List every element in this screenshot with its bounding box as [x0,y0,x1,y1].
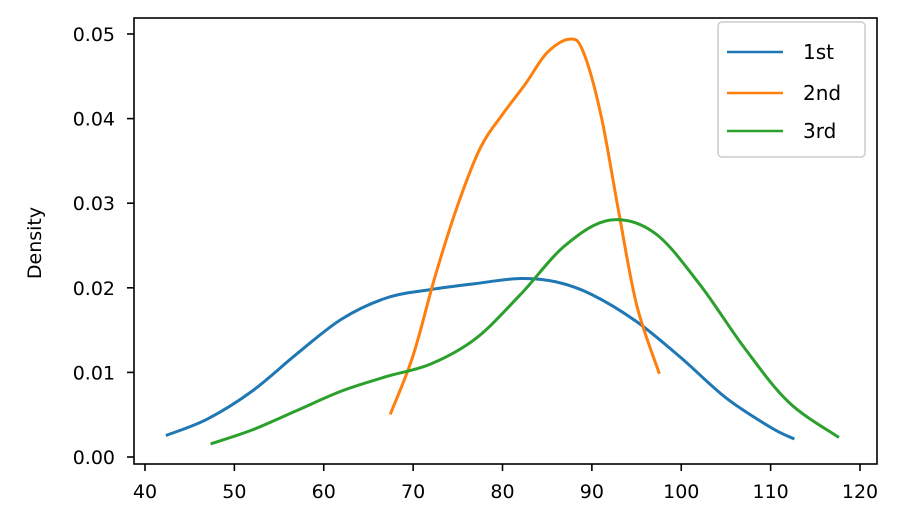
x-axis: 40 50 60 70 80 90 100 110 120 [133,464,878,503]
y-tick-label: 0.03 [73,193,115,215]
x-tick-label: 40 [133,481,157,503]
x-tick-label: 120 [842,481,878,503]
legend-item-3rd: 3rd [727,119,836,143]
legend-label-2nd: 2nd [803,81,841,105]
y-axis-label: Density [24,207,46,279]
y-tick-label: 0.04 [73,109,115,131]
series-lines [165,37,840,446]
x-tick-label: 110 [752,481,788,503]
y-axis: 0.00 0.01 0.02 0.03 0.04 0.05 [73,24,134,469]
series-line-3rd [210,218,840,446]
x-tick-label: 100 [663,481,699,503]
legend-box [717,21,866,158]
axes-frame [133,17,878,465]
x-tick-label: 80 [490,481,514,503]
series-line-2nd [388,37,661,415]
legend-item-1st: 1st [727,40,834,64]
legend-item-2nd: 2nd [727,81,841,105]
x-tick-label: 70 [401,481,425,503]
y-tick-label: 0.00 [73,447,115,469]
x-tick-label: 50 [222,481,246,503]
x-tick-label: 60 [312,481,336,503]
legend-label-1st: 1st [803,40,834,64]
x-tick-label: 90 [580,481,604,503]
y-tick-label: 0.02 [73,278,115,300]
legend-label-3rd: 3rd [803,119,836,143]
series-line-1st [165,276,795,441]
legend: 1st 2nd 3rd [717,21,866,158]
y-tick-label: 0.05 [73,24,115,46]
y-tick-label: 0.01 [73,362,115,384]
